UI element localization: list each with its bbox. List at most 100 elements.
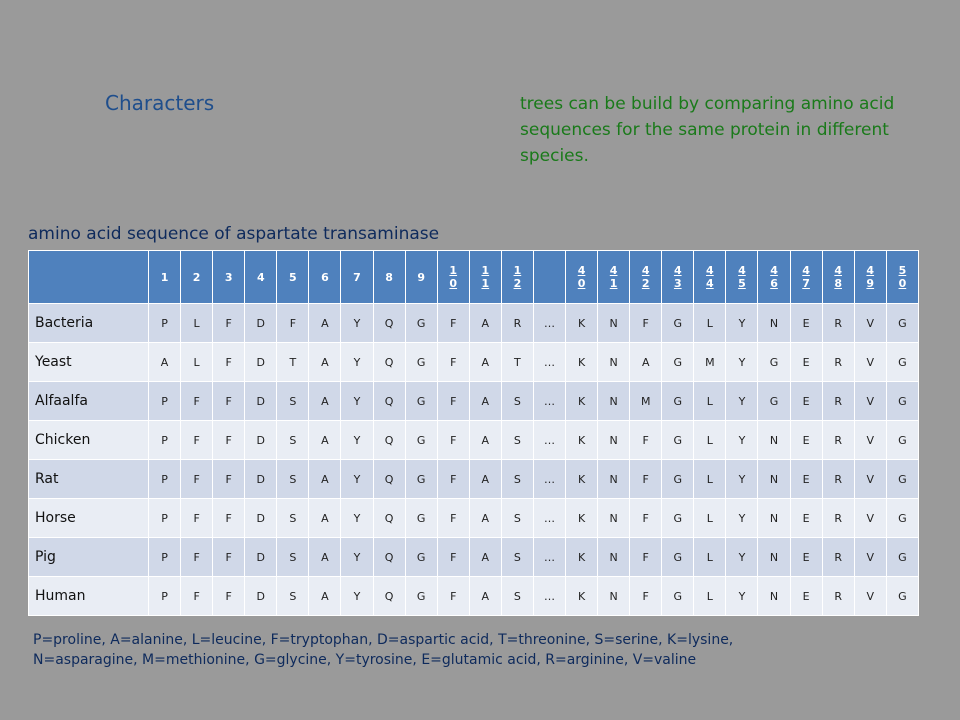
amino-acid-cell: N [757,459,791,499]
position-digit: 5 [738,277,746,290]
amino-acid-cell: Y [725,303,759,343]
amino-acid-cell: F [436,498,470,538]
amino-acid-cell: F [180,498,214,538]
amino-acid-cell: P [147,459,182,499]
table-row: Horse P F F D S A Y Q G F A S… K N F G L Y N E R V G [28,498,920,538]
amino-acid-cell: Y [340,537,374,577]
amino-acid-cell: F [180,537,214,577]
position-header-cell: 9 [404,250,438,304]
amino-acid-cell: F [629,498,663,538]
amino-acid-cell: N [757,576,791,616]
position-header-cell: 8 [372,250,406,304]
amino-acid-cell: E [789,420,823,460]
amino-acid-cell: G [661,498,695,538]
amino-acid-cell: E [789,498,823,538]
amino-acid-cell: F [436,381,470,421]
table-row: Pig P F F D S A Y Q G F A S… K N F G L Y N E R V G [28,537,920,577]
amino-acid-cell: S [500,498,534,538]
amino-acid-cell: K [565,342,599,382]
amino-acid-cell: S [276,381,310,421]
amino-acid-cell: S [500,537,534,577]
amino-acid-cell: D [244,303,278,343]
amino-acid-cell: L [693,303,727,343]
amino-acid-cell: … [532,381,567,421]
position-digit: 0 [577,277,586,290]
amino-acid-cell: G [404,576,438,616]
characters-heading: Characters [105,91,215,115]
amino-acid-cell: S [276,537,310,577]
amino-acid-cell: A [308,576,342,616]
amino-acid-cell: G [404,420,438,460]
amino-acid-cell: Q [372,342,406,382]
amino-acid-cell: G [404,303,438,343]
position-digit: 4 [577,264,586,277]
amino-acid-cell: V [853,537,887,577]
amino-acid-cell: L [693,381,727,421]
amino-acid-cell: … [532,342,567,382]
amino-acid-cell: S [276,576,310,616]
position-digit: 9 [417,270,425,284]
amino-acid-cell: R [821,498,855,538]
table-row: Bacteria P L F D F A Y Q G F A R… K N F G L Y N E R V G [28,303,920,343]
amino-acid-cell: A [147,342,182,382]
position-header-cell: 5 [276,250,310,304]
amino-acid-cell: F [436,576,470,616]
amino-acid-cell: L [693,537,727,577]
table-row: Alfaalfa P F F D S A Y Q G F A S… K N M G L Y G E R V G [28,381,920,421]
amino-acid-cell: Q [372,537,406,577]
amino-acid-cell: A [308,381,342,421]
amino-acid-cell: N [757,303,791,343]
amino-acid-cell: S [276,498,310,538]
amino-acid-cell: Q [372,498,406,538]
position-digit: 7 [802,277,810,290]
amino-acid-cell: S [500,381,534,421]
position-digit: 5 [289,270,297,284]
amino-acid-cell: F [180,381,214,421]
species-name: Human [28,576,149,616]
amino-acid-cell: S [500,420,534,460]
amino-acid-cell: F [212,537,246,577]
amino-acid-cell: G [885,420,920,460]
amino-acid-cell: Y [725,342,759,382]
amino-acid-cell: P [147,537,182,577]
position-digit: 1 [449,264,458,277]
amino-acid-cell: N [597,381,631,421]
amino-acid-cell: D [244,342,278,382]
amino-acid-cell: Y [725,498,759,538]
amino-acid-cell: D [244,498,278,538]
position-digit: 2 [513,277,522,290]
amino-acid-cell: F [180,576,214,616]
position-digit: 4 [802,264,810,277]
position-digit: 1 [160,270,169,284]
position-digit: 1 [609,277,618,290]
amino-acid-cell: A [308,420,342,460]
species-name: Rat [28,459,149,499]
amino-acid-cell: N [597,498,631,538]
amino-acid-cell: Y [340,459,374,499]
position-header-cell: 7 [340,250,374,304]
amino-acid-cell: G [885,381,920,421]
amino-acid-cell: S [276,420,310,460]
amino-acid-cell: E [789,342,823,382]
amino-acid-cell: K [565,576,599,616]
position-digit: 4 [834,264,842,277]
amino-acid-cell: K [565,420,599,460]
position-digit: 8 [385,270,393,284]
amino-acid-cell: … [532,420,567,460]
amino-acid-legend: P=proline, A=alanine, L=leucine, F=trypt… [33,630,933,670]
legend-line: N=asparagine, M=methionine, G=glycine, Y… [33,652,697,668]
position-digit: 4 [738,264,746,277]
amino-acid-cell: P [147,381,182,421]
tree-note: trees can be build by comparing amino ac… [520,94,895,166]
amino-acid-cell: F [212,576,246,616]
amino-acid-cell: F [212,420,246,460]
position-digit: 4 [866,264,875,277]
amino-acid-cell: F [212,381,246,421]
species-name: Yeast [28,342,149,382]
